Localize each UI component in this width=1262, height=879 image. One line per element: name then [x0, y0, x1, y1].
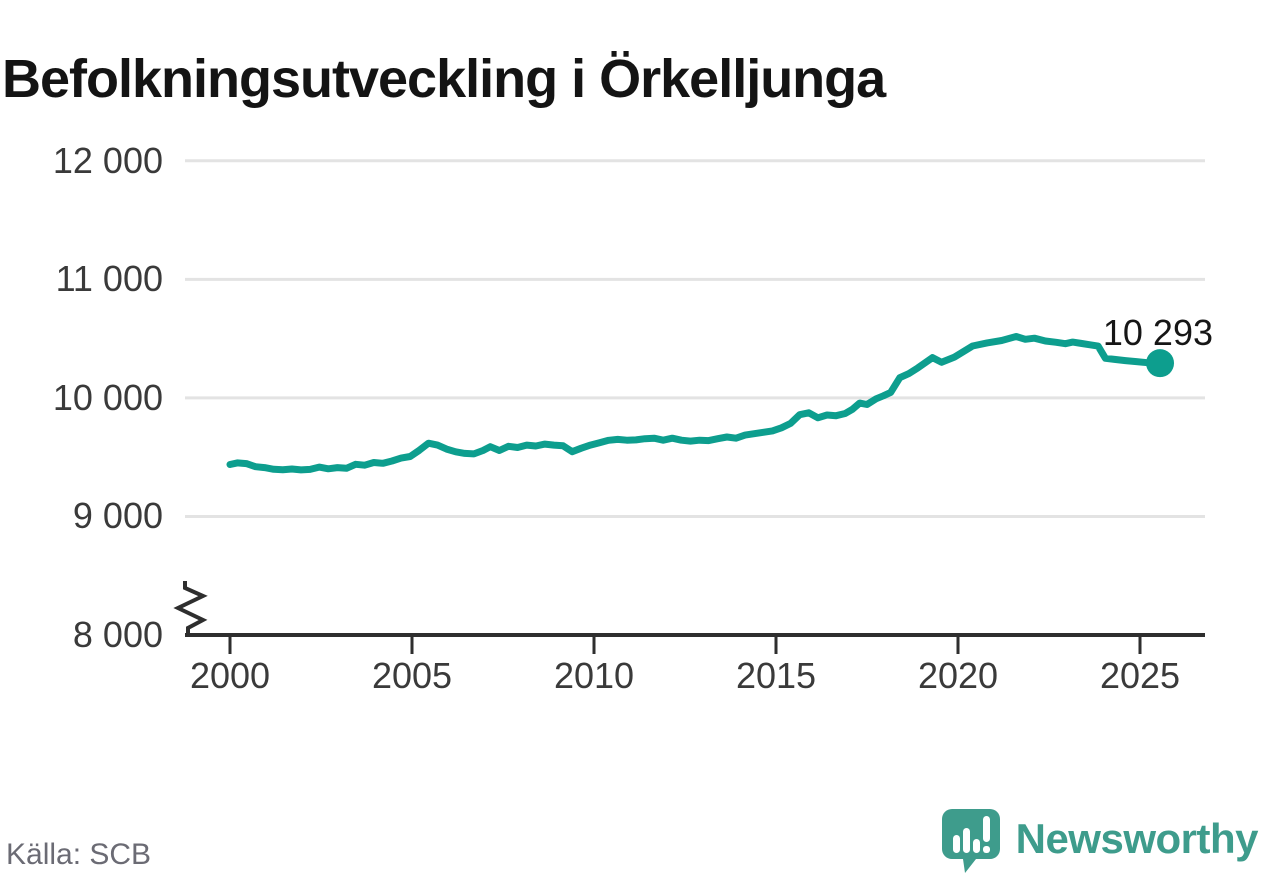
x-tick-label: 2005 — [371, 655, 453, 696]
x-tick-label: 2000 — [189, 655, 271, 696]
exclamation-icon — [982, 816, 990, 842]
brand-name: Newsworthy — [1015, 815, 1259, 862]
newsworthy-logo[interactable]: Newsworthy — [940, 806, 1259, 878]
y-tick-label: 12 000 — [52, 139, 163, 181]
newsworthy-speech-bubble-chart-icon — [941, 809, 1000, 873]
x-tick-label: 2015 — [735, 655, 817, 696]
source-note: Källa: SCB — [6, 838, 152, 871]
bar-icon — [952, 835, 960, 853]
y-tick-label: 11 000 — [55, 258, 163, 300]
last-value-label: 10 293 — [1102, 312, 1213, 353]
y-tick-label: 9 000 — [72, 495, 163, 537]
y-tick-label: 10 000 — [52, 376, 163, 418]
x-tick-label: 2025 — [1099, 655, 1181, 696]
bar-icon — [972, 839, 980, 853]
chart-title: Befolkningsutveckling i Örkelljunga — [2, 49, 886, 110]
population-line — [226, 333, 1164, 474]
line-end-marker — [1146, 349, 1175, 378]
exclamation-dot-icon — [982, 846, 990, 853]
x-tick-label: 2020 — [917, 655, 999, 696]
axis-break-icon — [173, 581, 208, 636]
y-tick-label: 8 000 — [72, 614, 163, 655]
bar-icon — [962, 828, 970, 853]
x-tick-label: 2010 — [553, 655, 635, 696]
